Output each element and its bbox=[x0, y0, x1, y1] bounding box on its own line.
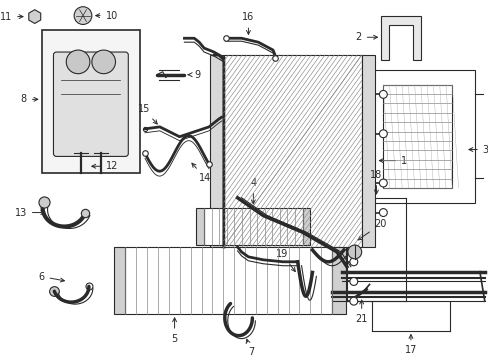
Text: 9: 9 bbox=[188, 70, 200, 80]
Bar bbox=[113, 247, 125, 314]
Bar bbox=[302, 208, 310, 245]
Text: 18: 18 bbox=[369, 170, 382, 194]
Bar bbox=[371, 70, 474, 203]
Bar bbox=[331, 247, 345, 314]
Bar bbox=[203, 208, 302, 245]
Text: 16: 16 bbox=[242, 13, 254, 35]
Text: 20: 20 bbox=[357, 219, 386, 240]
Bar bbox=[210, 55, 224, 247]
Circle shape bbox=[66, 50, 90, 74]
Bar bbox=[196, 208, 203, 245]
Text: 10: 10 bbox=[96, 10, 118, 21]
Text: 14: 14 bbox=[192, 163, 211, 183]
Bar bbox=[383, 85, 451, 188]
FancyBboxPatch shape bbox=[53, 52, 128, 156]
Polygon shape bbox=[381, 15, 420, 60]
Circle shape bbox=[349, 258, 357, 266]
Text: 19: 19 bbox=[275, 249, 295, 271]
Bar bbox=[125, 247, 331, 314]
Text: 8: 8 bbox=[20, 94, 38, 104]
Text: 5: 5 bbox=[171, 318, 177, 344]
Circle shape bbox=[347, 245, 361, 259]
Text: 7: 7 bbox=[246, 339, 254, 357]
Text: 1: 1 bbox=[379, 156, 407, 166]
Circle shape bbox=[379, 130, 386, 138]
Circle shape bbox=[92, 50, 115, 74]
Text: 2: 2 bbox=[355, 32, 377, 42]
Bar bbox=[224, 55, 361, 247]
Text: 6: 6 bbox=[39, 271, 64, 282]
Text: 11: 11 bbox=[0, 12, 23, 22]
Circle shape bbox=[379, 208, 386, 216]
Circle shape bbox=[379, 179, 386, 187]
Circle shape bbox=[349, 297, 357, 305]
Text: 12: 12 bbox=[92, 161, 118, 171]
Text: 13: 13 bbox=[15, 208, 44, 217]
Bar bbox=[361, 55, 375, 247]
Text: 4: 4 bbox=[250, 178, 256, 204]
Circle shape bbox=[349, 278, 357, 285]
Text: 17: 17 bbox=[404, 334, 416, 355]
Text: 21: 21 bbox=[355, 300, 367, 324]
Bar bbox=[41, 30, 140, 173]
Circle shape bbox=[74, 7, 92, 24]
Circle shape bbox=[379, 90, 386, 98]
Text: 3: 3 bbox=[468, 144, 488, 154]
Text: 15: 15 bbox=[137, 104, 157, 124]
